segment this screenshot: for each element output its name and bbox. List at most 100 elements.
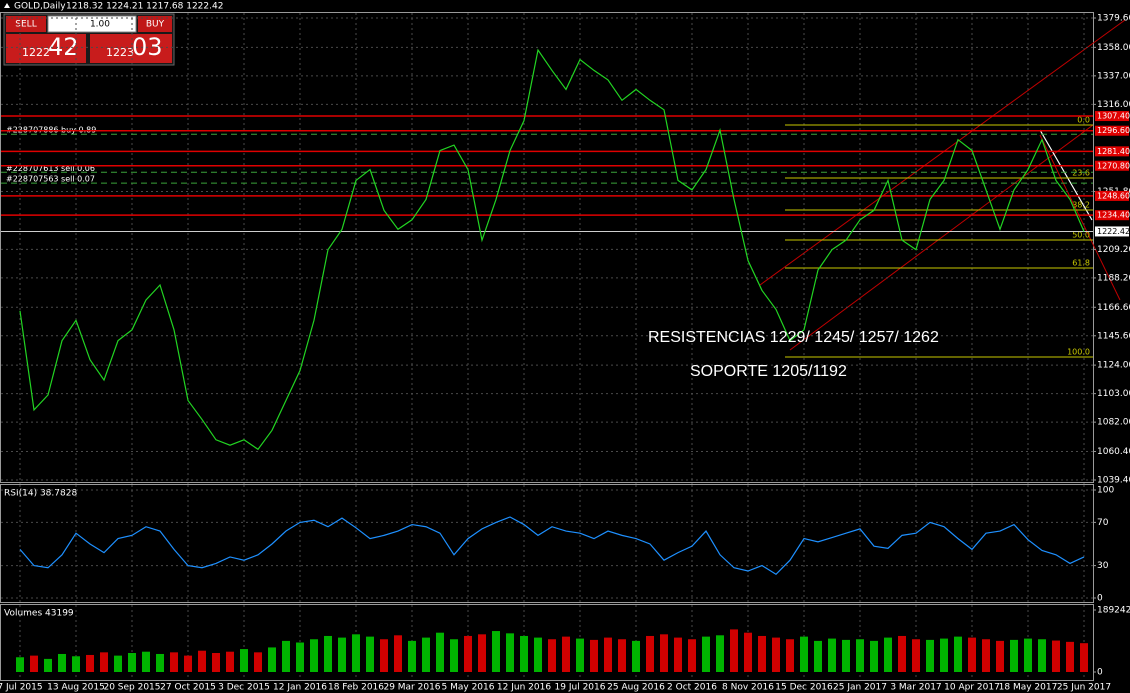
x-tick-label: 13 Aug 2015 [47, 683, 105, 693]
order-label: #228707613 sell 0.06 [6, 164, 95, 173]
sell-label: SELL [15, 20, 36, 30]
volume-bar [212, 652, 220, 672]
volume-bar [828, 638, 836, 672]
x-tick-label: 29 Mar 2016 [383, 683, 440, 693]
sell-button[interactable] [6, 16, 46, 32]
volume-bar [674, 637, 682, 672]
volume-bar [268, 647, 276, 672]
one-click-panel: SELL 1.00 BUY 1222 42 1223 03 [3, 13, 175, 66]
buy-button[interactable] [138, 16, 172, 32]
x-tick-label: 25 Aug 2016 [607, 683, 665, 693]
volume-bar [940, 638, 948, 672]
volume-bar [86, 654, 94, 672]
volume-bar [632, 640, 640, 672]
volume-bar [688, 639, 696, 672]
volume-bar [1024, 638, 1032, 672]
x-tick-label: 20 Sep 2015 [103, 683, 160, 693]
volume-panel [0, 604, 1094, 681]
x-tick-label: 8 Nov 2016 [722, 683, 774, 693]
volume-bar [1010, 639, 1018, 672]
volume-bar [296, 642, 304, 672]
x-tick-label: 10 Apr 2017 [944, 683, 1000, 693]
bid-small: 1222 [22, 46, 50, 59]
volume-bar [44, 658, 52, 672]
y-tick-label: 1379.60 [1097, 14, 1130, 24]
y-tick-label: 0 [1097, 594, 1103, 604]
lots-value: 1.00 [90, 20, 110, 30]
volume-bar [1038, 639, 1046, 672]
rsi-panel [0, 484, 1094, 603]
volume-bar [184, 655, 192, 672]
level-tag [1095, 160, 1129, 171]
y-tick-label: 1124.00 [1097, 361, 1130, 371]
x-tick-label: 7 Jul 2015 [0, 683, 43, 693]
level-tag [1095, 146, 1129, 157]
volume-bar [968, 637, 976, 672]
volume-bar [660, 634, 668, 672]
panel-title: Volumes 43199 [4, 609, 74, 619]
fib-base-line [1039, 129, 1093, 221]
x-tick-label: 19 Jul 2016 [555, 683, 606, 693]
fib-label: 50.0 [1072, 231, 1090, 240]
volume-bar [422, 637, 430, 672]
ohlc: 1218.32 1224.21 1217.68 1222.42 [66, 2, 223, 12]
volume-bar [884, 637, 892, 672]
level-label: 1248.60 [1097, 191, 1130, 200]
buy-price-button[interactable] [90, 34, 172, 63]
lots-input[interactable] [47, 15, 137, 33]
volume-bar [604, 637, 612, 672]
level-tag [1095, 190, 1129, 201]
series-line [19, 516, 1085, 576]
volume-bar [464, 635, 472, 672]
volume-bar [814, 640, 822, 672]
volume-bar [590, 639, 598, 672]
annotation: SOPORTE 1205/1192 [690, 363, 847, 380]
volume-bar [156, 653, 164, 672]
x-tick-label: 2 Oct 2016 [667, 683, 717, 693]
volume-bar [226, 651, 234, 672]
volume-bar [744, 632, 752, 672]
volume-bar [72, 656, 80, 672]
fib-label: 61.8 [1072, 259, 1090, 268]
level-label: 1281.40 [1097, 147, 1130, 156]
order-label: #228707563 sell 0.07 [6, 175, 95, 184]
volume-bar [100, 652, 108, 672]
volume-bar [338, 637, 346, 672]
volume-bar [478, 634, 486, 672]
volume-bar [114, 655, 122, 672]
level-label: 1307.40 [1097, 112, 1130, 121]
volume-bar [240, 649, 248, 672]
volume-bar [646, 635, 654, 672]
y-tick-label: 1358.00 [1097, 43, 1130, 53]
x-tick-label: 25 Jun 2017 [1057, 683, 1111, 693]
bid-big: 42 [48, 33, 79, 61]
volume-bar [1080, 643, 1088, 672]
x-tick-label: 3 Mar 2017 [890, 683, 941, 693]
current-price-tag [1095, 226, 1129, 237]
level-label: 1270.80 [1097, 161, 1130, 170]
fib-label: 38.2 [1072, 201, 1090, 210]
annotation: RESISTENCIAS 1229/ 1245/ 1257/ 1262 [648, 329, 939, 346]
volume-bar [702, 636, 710, 672]
y-tick-label: 30 [1097, 561, 1109, 571]
volume-bar [758, 635, 766, 672]
volume-bar [870, 640, 878, 672]
sell-price-button[interactable] [6, 34, 86, 63]
price-panel [0, 12, 1094, 483]
level-label: 1296.60 [1097, 126, 1130, 135]
volume-bar [394, 635, 402, 672]
volume-bar [842, 639, 850, 672]
volume-bar [926, 639, 934, 672]
volume-bar [730, 629, 738, 672]
volume-bar [30, 655, 38, 672]
level-tag [1095, 210, 1129, 221]
x-tick-label: 27 Oct 2015 [160, 683, 216, 693]
x-tick-label: 3 Dec 2015 [218, 683, 270, 693]
fib-label: 0.0 [1077, 116, 1090, 125]
series-line [19, 48, 1085, 451]
volume-bar [898, 635, 906, 672]
y-tick-label: 0 [1097, 668, 1103, 678]
volume-bar [170, 652, 178, 672]
volume-bar [254, 652, 262, 672]
